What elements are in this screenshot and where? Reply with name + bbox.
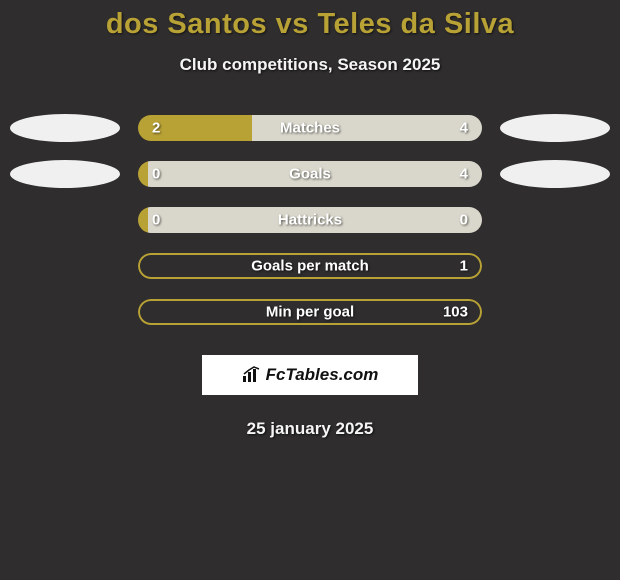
stat-label: Goals [289,166,331,183]
stat-row: Goals per match 1 [0,253,620,279]
bar-left-segment [138,207,148,233]
ellipse-spacer [10,206,120,234]
stat-label: Matches [280,120,340,137]
ellipse-spacer [500,298,610,326]
logo-text: FcTables.com [266,365,379,385]
player-right-ellipse [500,114,610,142]
player-left-ellipse [10,114,120,142]
stat-row: 2 Matches 4 [0,115,620,141]
ellipse-spacer [500,252,610,280]
player-right-ellipse [500,160,610,188]
stat-row: 0 Hattricks 0 [0,207,620,233]
stat-right-value: 103 [443,304,468,321]
bar-left-segment [138,161,148,187]
date-label: 25 january 2025 [0,419,620,439]
stat-right-value: 4 [460,120,468,137]
subtitle: Club competitions, Season 2025 [0,55,620,75]
ellipse-spacer [10,298,120,326]
stat-bar: 2 Matches 4 [138,115,482,141]
stat-label: Goals per match [251,258,369,275]
stat-label: Min per goal [266,304,354,321]
infographic-container: dos Santos vs Teles da Silva Club compet… [0,0,620,439]
stat-left-value: 0 [152,166,160,183]
stat-bar: Min per goal 103 [138,299,482,325]
stat-right-value: 1 [460,258,468,275]
stat-left-value: 0 [152,212,160,229]
title: dos Santos vs Teles da Silva [0,8,620,41]
stat-row: Min per goal 103 [0,299,620,325]
stat-left-value: 2 [152,120,160,137]
logo-box: FcTables.com [202,355,418,395]
stats-area: 2 Matches 4 0 Goals 4 0 Hattricks 0 Goals per mat… [0,115,620,325]
stat-right-value: 0 [460,212,468,229]
stat-bar: 0 Goals 4 [138,161,482,187]
chart-icon [242,366,262,384]
stat-right-value: 4 [460,166,468,183]
stat-label: Hattricks [278,212,342,229]
ellipse-spacer [500,206,610,234]
player-left-ellipse [10,160,120,188]
stat-bar: 0 Hattricks 0 [138,207,482,233]
ellipse-spacer [10,252,120,280]
stat-bar: Goals per match 1 [138,253,482,279]
stat-row: 0 Goals 4 [0,161,620,187]
